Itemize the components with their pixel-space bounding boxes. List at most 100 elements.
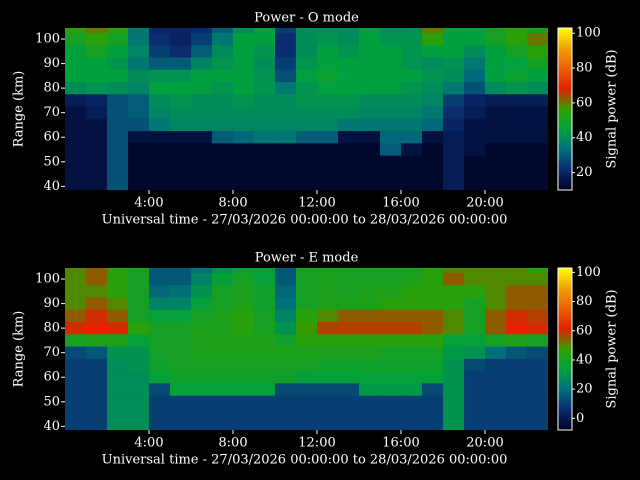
heat-cell <box>317 309 339 323</box>
colorbar-tick-label: 80 <box>576 61 593 76</box>
heat-cell <box>380 334 402 348</box>
heat-cell <box>317 143 339 157</box>
heat-cell <box>527 131 548 144</box>
x-axis-label: Universal time - 27/03/2026 00:00:00 to … <box>102 453 508 468</box>
heat-cell <box>506 285 528 298</box>
heat-cell <box>149 309 171 323</box>
heat-cell <box>359 358 381 372</box>
heat-cell <box>170 82 192 95</box>
heat-cell <box>65 131 87 144</box>
heat-cell <box>212 383 234 397</box>
heat-cell <box>254 57 276 71</box>
heat-cell <box>275 272 297 286</box>
heat-cell <box>401 143 423 157</box>
heat-cell <box>86 420 108 430</box>
heat-cell <box>401 309 423 323</box>
heat-cell <box>485 167 507 181</box>
heat-cell <box>380 268 402 274</box>
heat-cell <box>65 322 87 335</box>
heat-cell <box>485 407 507 421</box>
heat-cell <box>338 180 360 190</box>
heat-cell <box>233 383 255 397</box>
heat-cell <box>401 57 423 71</box>
heat-cell <box>233 118 255 132</box>
heat-cell <box>401 45 423 58</box>
heat-cell <box>527 106 548 120</box>
heat-cell <box>191 383 213 397</box>
heat-cell <box>401 383 423 397</box>
heat-cell <box>485 131 507 144</box>
heat-cell <box>338 82 360 95</box>
heat-cell <box>86 407 108 421</box>
heat-cell <box>338 45 360 58</box>
heat-cell <box>191 32 213 46</box>
heat-cell <box>128 297 150 311</box>
heat-cell <box>527 82 548 95</box>
heat-cell <box>380 167 402 181</box>
heat-cell <box>506 131 528 144</box>
x-tick-label: 8:00 <box>218 436 247 451</box>
heat-cell <box>317 106 339 120</box>
heat-cell <box>149 272 171 286</box>
heat-cell <box>65 32 87 46</box>
heat-cell <box>338 57 360 71</box>
heat-cell <box>380 322 402 335</box>
heat-cell <box>485 155 507 169</box>
y-tick-label: 90 <box>43 56 60 71</box>
heat-cell <box>380 346 402 360</box>
heat-cell <box>128 118 150 132</box>
heat-cell <box>464 322 486 335</box>
heat-cell <box>506 180 528 190</box>
heat-cell <box>506 82 528 95</box>
colorbar-tick-label: 60 <box>576 95 593 110</box>
heat-cell <box>422 285 444 298</box>
heat-cell <box>233 106 255 120</box>
heat-cell <box>149 82 171 95</box>
heat-cell <box>485 45 507 58</box>
heat-cell <box>464 285 486 298</box>
heat-cell <box>506 395 528 409</box>
heat-cell <box>296 309 318 323</box>
heat-cell <box>422 106 444 120</box>
heat-cell <box>233 45 255 58</box>
heat-cell <box>338 32 360 46</box>
heat-cell <box>317 32 339 46</box>
x-tick-label: 4:00 <box>134 196 163 211</box>
heat-cell <box>65 69 87 83</box>
heat-cell <box>443 395 465 409</box>
heat-cell <box>233 285 255 298</box>
heat-cell <box>149 32 171 46</box>
heat-cell <box>254 285 276 298</box>
heat-cell <box>506 155 528 169</box>
heat-cell <box>65 346 87 360</box>
heat-cell <box>380 395 402 409</box>
heat-cell <box>212 297 234 311</box>
heat-cell <box>86 45 108 58</box>
heat-cell <box>149 383 171 397</box>
heat-cell <box>170 358 192 372</box>
heat-cell <box>128 407 150 421</box>
y-tick-label: 40 <box>43 419 60 434</box>
heat-cell <box>191 143 213 157</box>
heat-cell <box>296 45 318 58</box>
heat-cell <box>86 155 108 169</box>
heat-cell <box>485 143 507 157</box>
heat-cell <box>359 371 381 384</box>
heat-cell <box>443 82 465 95</box>
heat-cell <box>233 346 255 360</box>
heat-cell <box>86 106 108 120</box>
heat-cell <box>527 28 548 34</box>
heat-cell <box>233 28 255 34</box>
heat-cell <box>65 420 87 430</box>
heat-cell <box>401 106 423 120</box>
x-tick-label: 4:00 <box>134 436 163 451</box>
heat-cell <box>275 285 297 298</box>
heat-cell <box>128 383 150 397</box>
heat-cell <box>65 371 87 384</box>
heat-cell <box>149 334 171 348</box>
heat-cell <box>380 358 402 372</box>
heat-cell <box>86 358 108 372</box>
heat-cell <box>149 45 171 58</box>
heat-cell <box>128 309 150 323</box>
heat-cell <box>359 94 381 108</box>
